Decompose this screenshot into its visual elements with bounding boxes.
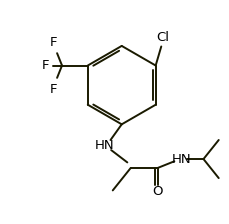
Text: F: F <box>49 82 57 96</box>
Text: HN: HN <box>171 153 190 166</box>
Text: F: F <box>41 59 49 72</box>
Text: O: O <box>152 185 162 198</box>
Text: F: F <box>49 35 57 49</box>
Text: Cl: Cl <box>155 30 168 44</box>
Text: HN: HN <box>95 139 114 152</box>
